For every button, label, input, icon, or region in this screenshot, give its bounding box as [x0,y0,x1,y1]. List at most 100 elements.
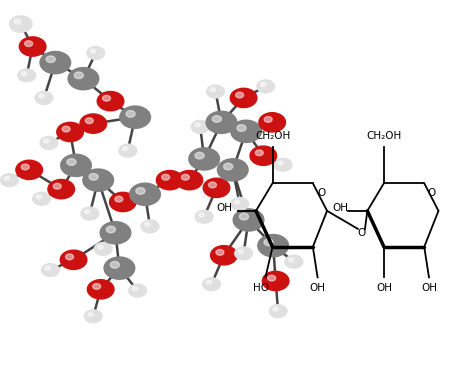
Circle shape [120,106,150,128]
Circle shape [35,92,53,104]
Circle shape [98,245,103,249]
Circle shape [234,200,240,204]
Circle shape [60,250,87,269]
Circle shape [156,170,183,190]
Circle shape [46,56,55,63]
Circle shape [45,266,50,270]
Circle shape [262,271,289,291]
Circle shape [255,150,264,156]
Circle shape [195,210,213,223]
Circle shape [209,182,217,188]
Circle shape [110,261,119,268]
Circle shape [203,278,220,291]
Circle shape [106,226,116,233]
Circle shape [104,257,135,279]
Circle shape [14,19,21,24]
Circle shape [97,92,124,111]
Circle shape [259,113,285,132]
Text: dreamstime.com: dreamstime.com [19,358,102,368]
Circle shape [264,239,273,246]
Text: CH₂OH: CH₂OH [366,131,401,141]
Circle shape [87,47,105,59]
Circle shape [233,209,264,231]
Circle shape [62,126,70,132]
Circle shape [195,152,204,159]
Circle shape [203,178,230,197]
Circle shape [206,280,211,284]
Circle shape [61,154,91,176]
Circle shape [278,161,283,165]
Circle shape [235,247,253,260]
Circle shape [195,123,200,127]
Circle shape [238,249,244,253]
Text: OH: OH [310,283,326,293]
Circle shape [132,287,137,291]
Circle shape [40,136,58,149]
Circle shape [25,41,33,47]
Text: OH: OH [332,203,348,213]
Circle shape [19,37,46,56]
Circle shape [216,249,224,255]
Circle shape [0,174,18,186]
Text: CH₂OH: CH₂OH [255,131,290,141]
Circle shape [191,120,209,133]
Text: ID 22818626  © Shawn Hempel: ID 22818626 © Shawn Hempel [311,358,455,367]
Circle shape [87,280,114,299]
Circle shape [199,213,204,217]
Circle shape [81,207,99,220]
Circle shape [136,188,145,194]
Circle shape [94,243,112,255]
Circle shape [102,96,110,101]
Circle shape [212,116,221,122]
Text: O: O [317,188,325,198]
Text: O: O [427,188,436,198]
Circle shape [141,220,159,233]
Circle shape [231,197,248,210]
Circle shape [57,122,83,142]
Text: O: O [357,228,365,238]
Circle shape [84,310,102,323]
Circle shape [289,258,294,262]
Circle shape [224,163,233,170]
Text: OH: OH [216,203,232,213]
Circle shape [237,125,246,131]
Circle shape [239,213,248,220]
Circle shape [67,159,76,165]
Circle shape [176,170,203,190]
Circle shape [230,88,257,108]
Circle shape [126,110,135,117]
Circle shape [109,192,136,212]
Circle shape [53,183,61,189]
Circle shape [21,71,27,76]
Circle shape [100,222,131,244]
Circle shape [18,69,36,82]
Circle shape [130,183,160,206]
Circle shape [206,111,237,133]
Circle shape [122,147,128,151]
Circle shape [182,174,190,180]
Circle shape [210,246,237,265]
Circle shape [115,196,123,202]
Circle shape [44,139,49,143]
Circle shape [80,114,107,133]
Circle shape [264,117,272,122]
Circle shape [236,92,244,98]
Circle shape [269,305,287,317]
Circle shape [207,85,224,98]
Circle shape [48,180,74,199]
Circle shape [210,87,216,92]
Circle shape [145,223,150,227]
Circle shape [162,174,170,180]
Circle shape [274,158,292,171]
Circle shape [88,312,93,316]
Circle shape [16,160,43,180]
Circle shape [257,80,274,93]
Circle shape [218,159,248,181]
Circle shape [119,144,137,157]
Circle shape [231,120,261,142]
Circle shape [40,52,71,74]
Circle shape [74,72,83,79]
Circle shape [33,192,50,205]
Circle shape [65,254,73,260]
Circle shape [273,307,278,311]
